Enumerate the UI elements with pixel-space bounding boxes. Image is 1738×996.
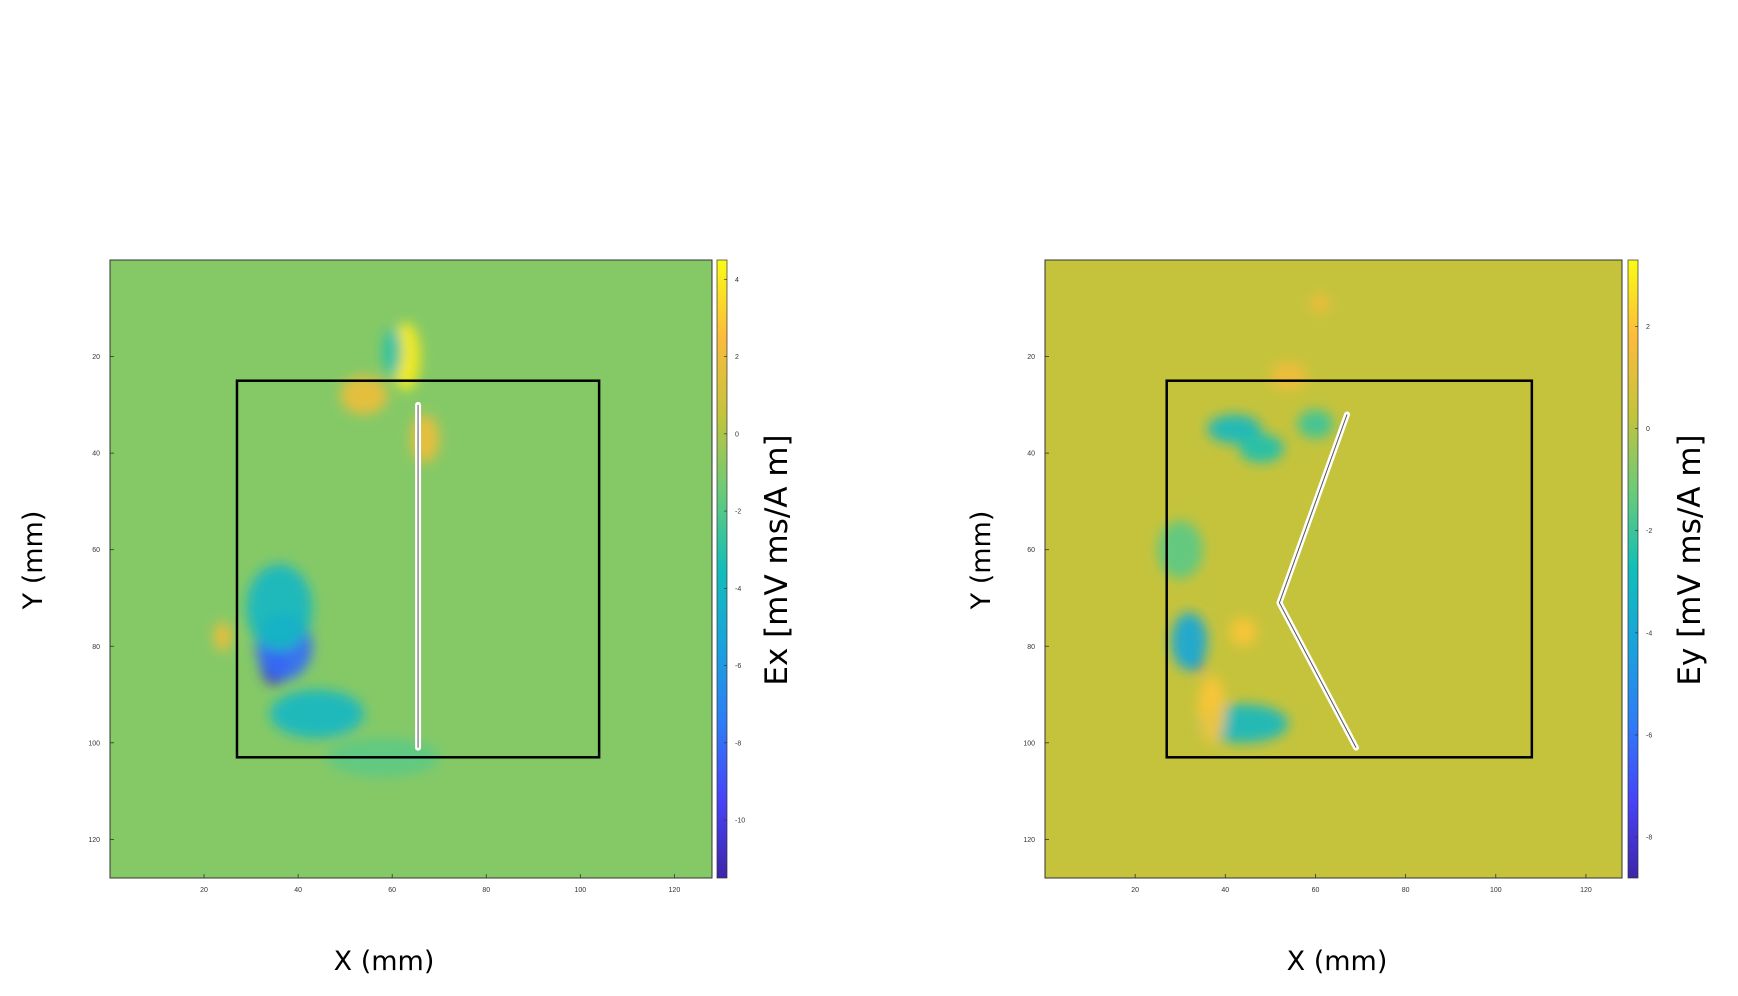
x-ticks: 20 40 60 80 100 120 (200, 874, 680, 894)
y-tick-label: 60 (92, 547, 100, 554)
y-tick-label: 80 (92, 644, 100, 651)
x-tick-label: 40 (294, 887, 302, 894)
field-feature (1207, 414, 1262, 444)
y-tick-label: 40 (92, 451, 100, 458)
field-feature (1157, 520, 1203, 579)
y-tick-label: 80 (1027, 644, 1035, 651)
x-tick-label: 100 (1490, 887, 1502, 894)
colorbar-tick-label: -8 (735, 740, 741, 747)
field-feature (340, 375, 388, 415)
y-axis-label: Y (mm) (18, 511, 49, 611)
heatmap-area (1045, 260, 1622, 878)
colorbar-tick-label: 0 (1646, 426, 1650, 433)
x-tick-label: 60 (388, 887, 396, 894)
field-feature (1198, 675, 1226, 743)
y-tick-label: 100 (88, 740, 100, 747)
field-feature (213, 622, 233, 652)
field-feature (1270, 361, 1307, 391)
plot-frame (1044, 259, 1623, 879)
y-ticks: 20 40 60 80 100 120 (1023, 354, 1049, 844)
colorbar-tick-label: -2 (1646, 528, 1652, 535)
x-tick-label: 20 (200, 887, 208, 894)
colorbar-tick-label: -6 (1646, 732, 1652, 739)
plot-frame (109, 259, 713, 879)
x-tick-label: 60 (1312, 887, 1320, 894)
heatmap-features (1157, 293, 1334, 743)
field-feature (1297, 409, 1334, 439)
y-tick-label: 20 (92, 354, 100, 361)
x-tick-label: 120 (669, 887, 681, 894)
x-tick-label: 80 (1402, 887, 1410, 894)
colorbar-tick-label: 0 (735, 431, 739, 438)
y-ticks: 20 40 60 80 100 120 (88, 354, 114, 844)
y-tick-label: 120 (1023, 837, 1035, 844)
colorbar-label: Ey [mV ms/A m] (1672, 434, 1708, 685)
x-axis-label: X (mm) (1287, 946, 1388, 977)
field-feature (1238, 433, 1284, 463)
x-tick-label: 40 (1221, 887, 1229, 894)
x-tick-label: 20 (1131, 887, 1139, 894)
x-axis-label: X (mm) (334, 946, 435, 977)
colorbar-tick-label: -2 (735, 509, 741, 516)
roi-box (1165, 379, 1534, 759)
field-feature (1310, 293, 1329, 314)
y-tick-label: 20 (1027, 354, 1035, 361)
colorbar-ticks: 4 2 0 -2 -4 -6 -8 -10 (724, 277, 745, 825)
y-tick-label: 40 (1027, 451, 1035, 458)
lead-path-edge (1278, 414, 1357, 748)
colorbar (716, 259, 728, 879)
y-tick-label: 120 (88, 837, 100, 844)
colorbar-tick-label: 4 (735, 277, 739, 284)
y-tick-label: 60 (1027, 547, 1035, 554)
x-ticks: 20 40 60 80 100 120 (1131, 874, 1592, 894)
colorbar-tick-label: -4 (735, 586, 741, 593)
colorbar-tick-label: -10 (735, 818, 745, 825)
colorbar-tick-label: 2 (1646, 324, 1650, 331)
field-feature (246, 564, 313, 652)
x-tick-label: 120 (1580, 887, 1592, 894)
colorbar-tick-label: -4 (1646, 630, 1652, 637)
colorbar-ticks: 2 0 -2 -4 -6 -8 (1635, 324, 1652, 842)
colorbar-label: Ex [mV ms/A m] (759, 434, 795, 685)
colorbar (1627, 259, 1639, 879)
field-feature (269, 689, 364, 738)
field-feature (1171, 612, 1208, 671)
x-tick-label: 80 (482, 887, 490, 894)
x-tick-label: 100 (574, 887, 586, 894)
y-tick-label: 100 (1023, 740, 1035, 747)
roi-box (235, 379, 601, 759)
colorbar-tick-label: -8 (1646, 835, 1652, 842)
y-axis-label: Y (mm) (966, 511, 997, 611)
field-feature (1229, 617, 1257, 647)
colorbar-tick-label: -6 (735, 663, 741, 670)
field-feature (382, 327, 402, 376)
colorbar-tick-label: 2 (735, 354, 739, 361)
